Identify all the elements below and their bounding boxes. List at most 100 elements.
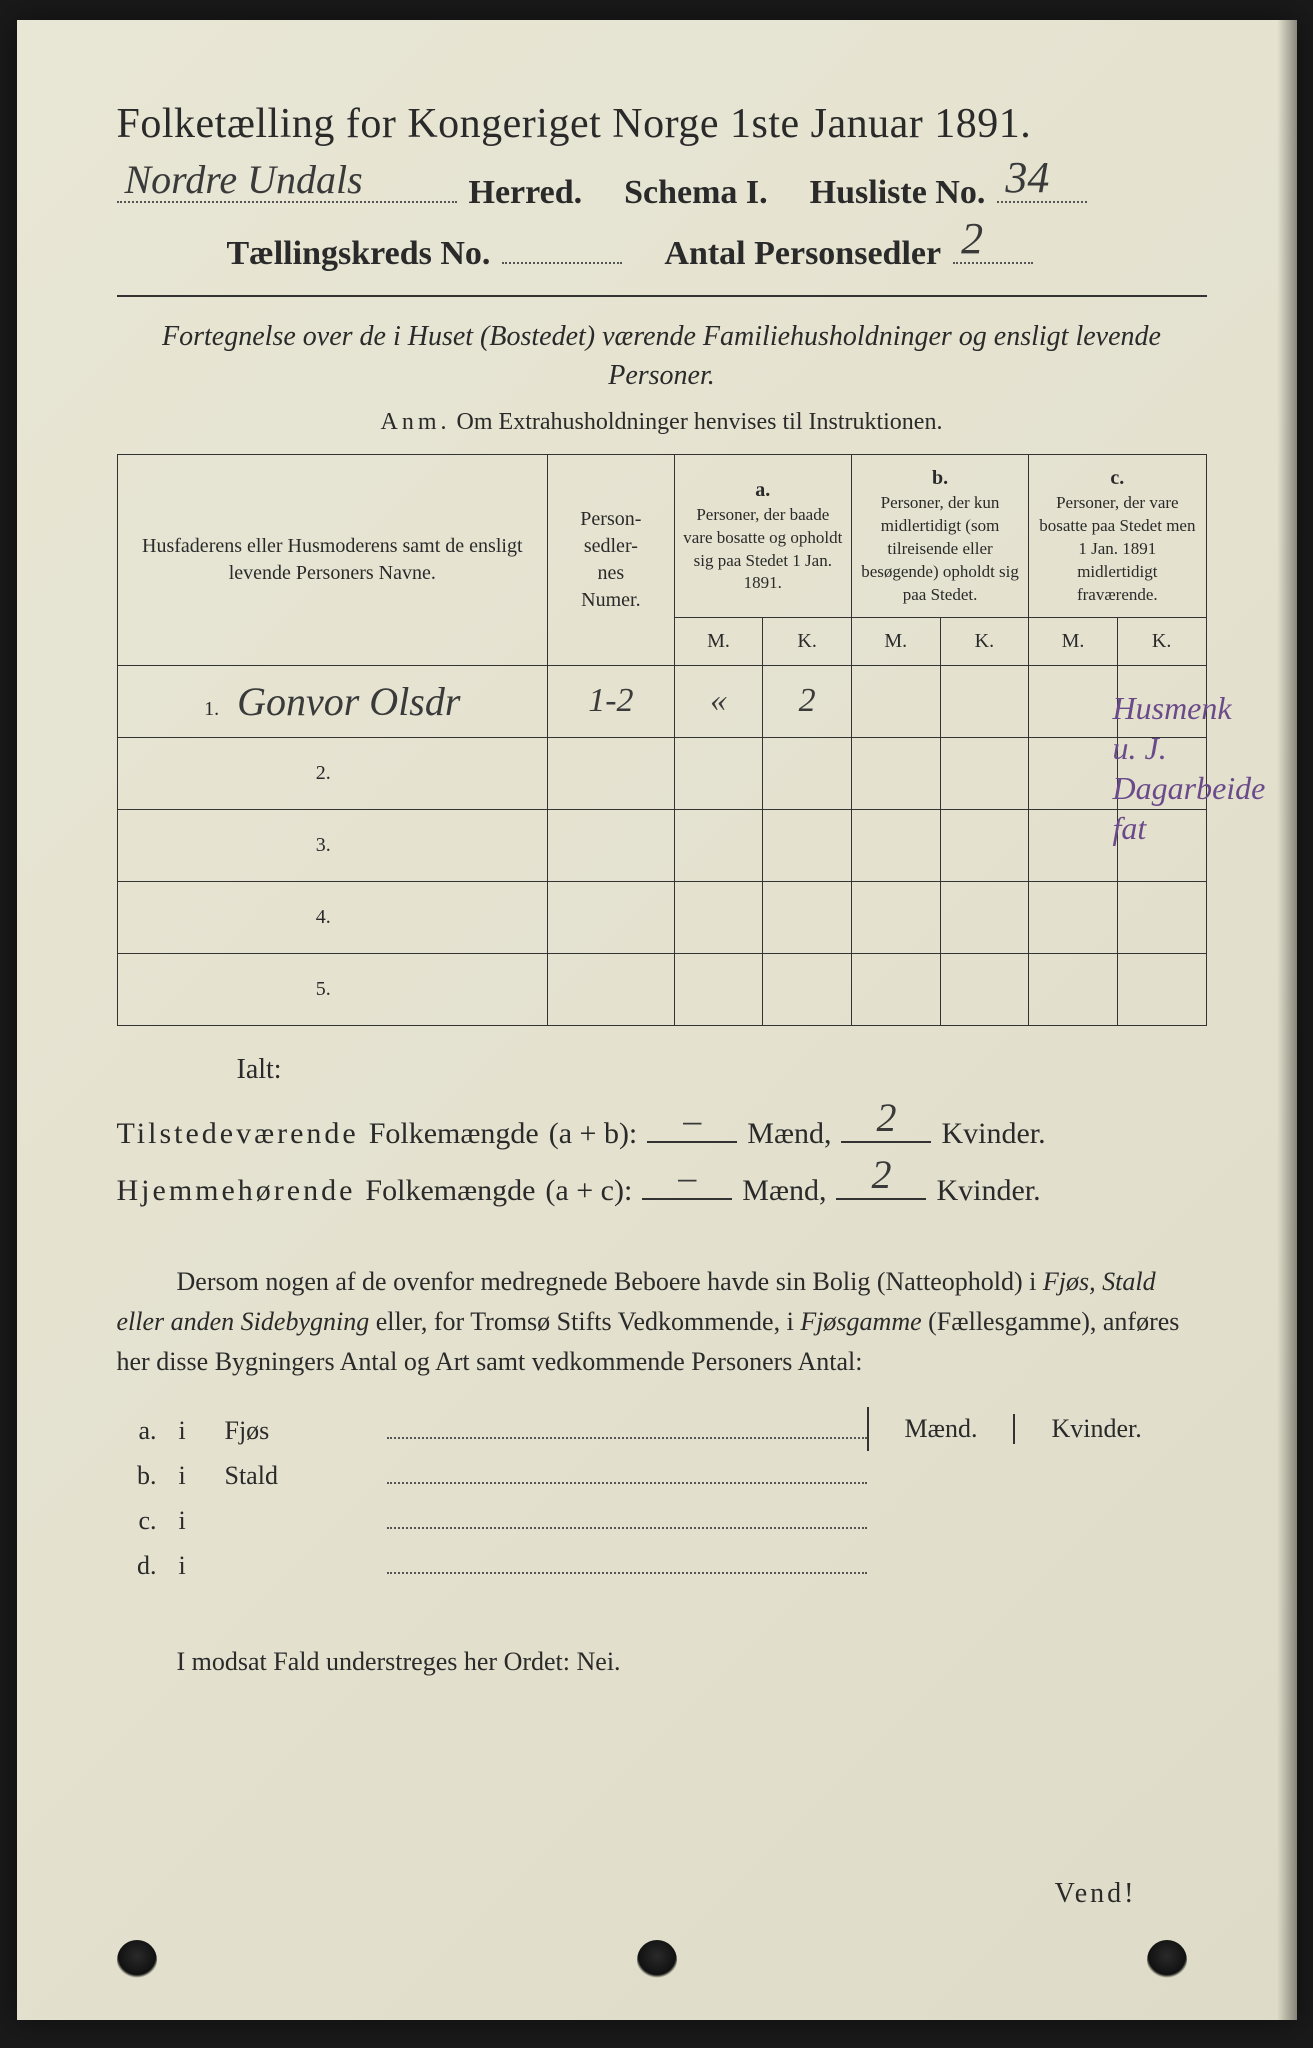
cell-b_k [940, 953, 1029, 1025]
cell-b_m [851, 809, 940, 881]
household-table: Husfaderens eller Husmoderens samt de en… [117, 454, 1207, 1026]
th-c-text: Personer, der vare bosatte paa Stedet me… [1037, 492, 1197, 607]
hjemme-line: Hjemmehørende Folkemængde (a + c): – Mæn… [117, 1161, 1207, 1208]
th-c-group: c. Personer, der vare bosatte paa Stedet… [1029, 455, 1206, 618]
main-title: Folketælling for Kongeriget Norge 1ste J… [117, 100, 1207, 148]
subtitle: Fortegnelse over de i Huset (Bostedet) v… [117, 317, 1207, 395]
cell-a_k [763, 809, 852, 881]
cell-value: 2 [799, 682, 816, 719]
kvinder-2: Kvinder. [936, 1174, 1040, 1208]
anm-prefix: Anm. [381, 409, 451, 435]
sb-name: Stald [225, 1461, 365, 1491]
cell-b_k [940, 881, 1029, 953]
cell-name: 1. Gonvor Olsdr [117, 665, 548, 737]
th-a-group: a. Personer, der baade vare bosatte og o… [674, 455, 851, 618]
modsat-line: I modsat Fald understreges her Ordet: Ne… [117, 1647, 1207, 1677]
sb-label: a. [117, 1416, 157, 1446]
cell-a_m [674, 737, 763, 809]
herred-line: Nordre Undals Herred. Schema I. Husliste… [117, 166, 1207, 212]
sb-dots [387, 1413, 867, 1439]
husliste-label: Husliste No. [810, 174, 986, 212]
tilstede-m-field: – [647, 1104, 737, 1143]
cell-c_m [1029, 737, 1118, 809]
sb-label: c. [117, 1506, 157, 1536]
sb-dots [387, 1503, 867, 1529]
cell-num [548, 881, 675, 953]
cell-a_k [763, 953, 852, 1025]
sb-i: i [179, 1506, 203, 1536]
ialt-label: Ialt: [237, 1054, 1207, 1086]
sb-label: b. [117, 1461, 157, 1491]
th-b-group: b. Personer, der kun midlertidigt (som t… [851, 455, 1028, 618]
hjemme-label: Hjemmehørende [117, 1174, 356, 1208]
cell-c_k [1117, 953, 1206, 1025]
cell-b_m [851, 665, 940, 737]
cell-name: 2. [117, 737, 548, 809]
th-name: Husfaderens eller Husmoderens samt de en… [117, 455, 548, 666]
cell-c_m [1029, 665, 1118, 737]
sb-dots [387, 1458, 867, 1484]
husliste-value: 34 [1005, 152, 1049, 203]
cell-name: 3. [117, 809, 548, 881]
side-building-block: a.iFjøsb.iStaldc.id.i Mænd. Kvinder. [117, 1407, 1207, 1587]
schema-label: Schema I. [624, 174, 768, 212]
mk-column: Mænd. Kvinder. [867, 1407, 1207, 1461]
cell-a_k [763, 881, 852, 953]
separator [117, 295, 1207, 297]
row-number: 3. [316, 834, 331, 856]
cell-value: 1-2 [588, 682, 633, 719]
th-a-m: M. [674, 617, 763, 665]
cell-num [548, 737, 675, 809]
table-row: 4. [117, 881, 1206, 953]
th-c-m: M. [1029, 617, 1118, 665]
tilstede-k-field: 2 [841, 1104, 931, 1143]
side-building-paragraph: Dersom nogen af de ovenfor medregnede Be… [117, 1262, 1207, 1383]
mk-header: Mænd. Kvinder. [867, 1407, 1207, 1451]
tilstede-label: Tilstedeværende [117, 1117, 359, 1151]
side-building-row: d.i [117, 1542, 867, 1587]
th-b-text: Personer, der kun midlertidigt (som tilr… [860, 492, 1020, 607]
th-a-label: a. [683, 477, 843, 504]
tilstede-m-value: – [683, 1099, 701, 1141]
row-number: 2. [316, 762, 331, 784]
kreds-field [502, 226, 622, 263]
mk-maend: Mænd. [869, 1414, 1016, 1444]
table-row: 5. [117, 953, 1206, 1025]
th-c-k: K. [1117, 617, 1206, 665]
kvinder-1: Kvinder. [941, 1117, 1045, 1151]
maend-1: Mænd, [747, 1117, 831, 1151]
cell-value: « [710, 682, 727, 719]
cell-num: 1-2 [548, 665, 675, 737]
cell-b_k [940, 665, 1029, 737]
th-num-text: Person- sedler- nes Numer. [580, 508, 641, 611]
person-name: Gonvor Olsdr [237, 679, 460, 724]
margin-note: Husmenk u. J. Dagarbeide fat [1113, 688, 1273, 848]
cell-name: 4. [117, 881, 548, 953]
table-row: 3. [117, 809, 1206, 881]
folkemaengde-1: Folkemængde [369, 1117, 539, 1151]
th-b-label: b. [860, 465, 1020, 492]
table-row: 2. [117, 737, 1206, 809]
th-a-k: K. [763, 617, 852, 665]
kreds-line: Tællingskreds No. Antal Personsedler 2 [117, 226, 1207, 272]
cell-num [548, 809, 675, 881]
folkemaengde-2: Folkemængde [365, 1174, 535, 1208]
row-number: 1. [204, 698, 219, 720]
kreds-label: Tællingskreds No. [227, 235, 491, 273]
census-form-page: Folketælling for Kongeriget Norge 1ste J… [17, 20, 1297, 2020]
sb-i: i [179, 1461, 203, 1491]
cell-name: 5. [117, 953, 548, 1025]
tilstede-k-value: 2 [876, 1094, 896, 1141]
th-b-k: K. [940, 617, 1029, 665]
cell-a_k [763, 737, 852, 809]
expr-ab: (a + b): [549, 1117, 638, 1151]
cell-a_m [674, 953, 763, 1025]
side-building-row: c. i [117, 1497, 867, 1542]
side-building-list: a.iFjøsb.iStaldc.id.i [117, 1407, 867, 1587]
antal-label: Antal Personsedler [664, 235, 941, 273]
table-row: 1. Gonvor Olsdr 1-2 « 2 [117, 665, 1206, 737]
punch-hole [117, 1940, 157, 1980]
side-building-row: b. i Stald [117, 1452, 867, 1497]
expr-ac: (a + c): [545, 1174, 632, 1208]
mk-kvinder: Kvinder. [1015, 1414, 1177, 1444]
